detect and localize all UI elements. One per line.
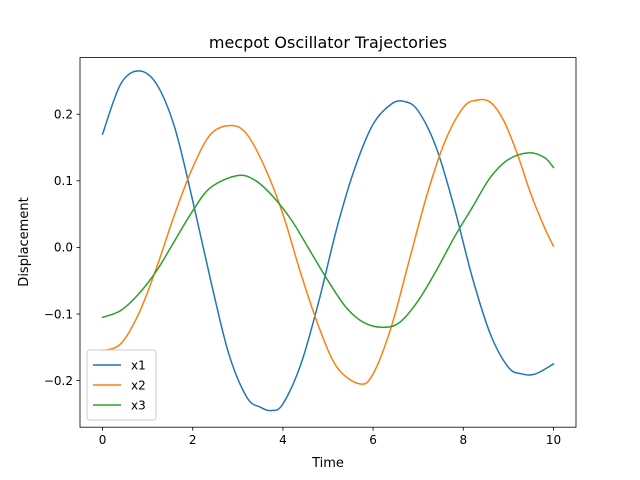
legend-box bbox=[86, 349, 157, 421]
legend-label-x2: x2 bbox=[131, 378, 146, 392]
x-tick-label: 6 bbox=[369, 433, 377, 447]
x-tick-label: 4 bbox=[279, 433, 287, 447]
plot-area: 0 2 4 6 8 10 −0.2 −0.1 0.0 0.1 0.2 bbox=[44, 57, 577, 447]
x-tick-label: 10 bbox=[546, 433, 561, 447]
legend: x1 x2 x3 bbox=[86, 349, 157, 421]
chart-title: mecpot Oscillator Trajectories bbox=[209, 33, 447, 52]
x-axis-ticks: 0 2 4 6 8 10 bbox=[99, 427, 561, 447]
legend-label-x1: x1 bbox=[131, 358, 146, 372]
axes-background bbox=[80, 57, 576, 428]
x-tick-label: 0 bbox=[99, 433, 107, 447]
y-tick-label: −0.1 bbox=[44, 307, 73, 321]
x-tick-label: 8 bbox=[459, 433, 467, 447]
axes-frame bbox=[79, 57, 577, 428]
legend-label-x3: x3 bbox=[131, 398, 146, 412]
x-axis-label: Time bbox=[311, 456, 344, 471]
x-tick-label: 2 bbox=[189, 433, 197, 447]
series-line-x1 bbox=[101, 70, 555, 412]
y-axis-ticks: −0.2 −0.1 0.0 0.1 0.2 bbox=[44, 108, 80, 388]
series-line-x2 bbox=[101, 98, 555, 385]
series-layer bbox=[101, 70, 555, 412]
series-line-x3 bbox=[101, 152, 555, 329]
y-tick-label: 0.1 bbox=[54, 174, 73, 188]
y-axis-label: Displacement bbox=[17, 197, 32, 286]
y-tick-label: 0.0 bbox=[54, 241, 73, 255]
y-tick-label: −0.2 bbox=[44, 374, 73, 388]
y-tick-label: 0.2 bbox=[54, 108, 73, 122]
